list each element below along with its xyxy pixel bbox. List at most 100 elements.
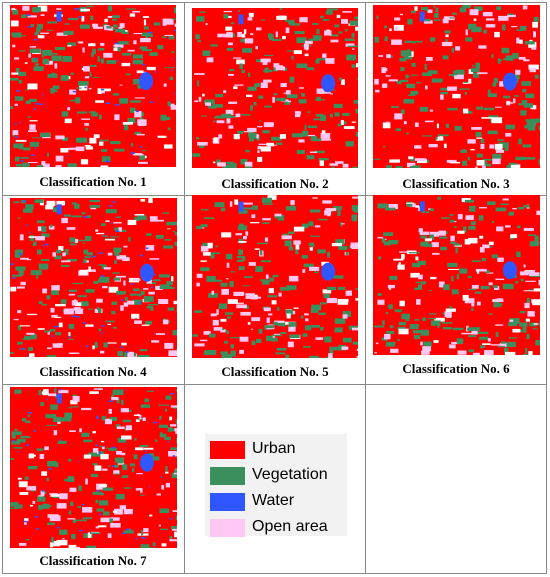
land-patch	[41, 55, 44, 58]
land-patch	[162, 18, 172, 22]
land-patch	[417, 260, 426, 266]
land-patch	[195, 34, 200, 40]
land-patch	[135, 488, 143, 491]
land-patch	[447, 86, 457, 91]
land-patch	[208, 105, 217, 109]
water-patch	[172, 455, 176, 457]
land-patch	[212, 161, 216, 164]
land-patch	[138, 354, 149, 357]
land-patch	[199, 11, 206, 13]
land-patch	[220, 282, 228, 287]
land-patch	[197, 40, 202, 43]
land-patch	[421, 7, 429, 11]
land-patch	[88, 87, 92, 90]
land-patch	[158, 524, 161, 527]
water-patch	[83, 322, 87, 324]
water-patch	[114, 104, 120, 106]
land-patch	[99, 350, 105, 354]
land-patch	[78, 485, 82, 491]
land-patch	[132, 10, 140, 13]
land-patch	[43, 491, 47, 495]
water-patch	[68, 335, 71, 338]
land-patch	[139, 46, 148, 50]
land-patch	[67, 518, 76, 520]
land-patch	[20, 435, 31, 439]
land-patch	[405, 132, 409, 135]
land-patch	[330, 39, 339, 43]
land-patch	[41, 259, 50, 261]
land-patch	[19, 492, 29, 495]
land-patch	[32, 500, 36, 504]
land-patch	[84, 76, 90, 79]
land-patch	[352, 48, 355, 50]
land-patch	[39, 454, 45, 459]
land-patch	[127, 219, 137, 225]
land-patch	[523, 204, 530, 208]
land-patch	[476, 153, 483, 158]
land-patch	[135, 419, 140, 422]
land-patch	[355, 63, 358, 68]
land-patch	[341, 346, 349, 350]
land-patch	[230, 350, 236, 357]
land-patch	[314, 225, 321, 228]
land-patch	[412, 41, 416, 44]
land-patch	[518, 138, 522, 145]
land-patch	[476, 269, 480, 274]
land-patch	[449, 306, 453, 309]
land-patch	[37, 5, 48, 12]
panel-caption: Classification No. 4	[39, 364, 147, 379]
land-patch	[315, 113, 324, 117]
land-patch	[512, 208, 517, 210]
land-patch	[46, 200, 56, 206]
land-patch	[92, 23, 99, 28]
land-patch	[338, 245, 348, 250]
land-patch	[494, 286, 500, 290]
cell-border	[3, 384, 546, 385]
land-patch	[433, 340, 439, 343]
land-patch	[140, 494, 145, 496]
land-patch	[50, 404, 58, 410]
land-patch	[133, 33, 142, 35]
water-patch	[130, 152, 136, 154]
land-patch	[239, 63, 243, 69]
land-patch	[225, 116, 236, 119]
land-patch	[63, 30, 74, 35]
land-patch	[169, 287, 175, 289]
land-patch	[10, 78, 19, 81]
land-patch	[468, 288, 477, 291]
land-patch	[198, 96, 202, 102]
water-patch	[59, 439, 62, 441]
land-patch	[256, 59, 264, 63]
land-patch	[91, 112, 98, 117]
land-patch	[356, 78, 358, 80]
land-patch	[71, 215, 82, 218]
land-patch	[479, 247, 485, 253]
land-patch	[526, 318, 530, 322]
land-patch	[538, 159, 540, 165]
land-patch	[410, 90, 419, 95]
land-patch	[163, 245, 174, 249]
land-patch	[82, 507, 93, 513]
land-patch	[465, 215, 474, 220]
land-patch	[289, 76, 295, 83]
water-patch	[160, 476, 163, 478]
land-patch	[403, 121, 407, 125]
land-patch	[386, 331, 395, 334]
land-patch	[88, 266, 91, 272]
land-patch	[256, 27, 262, 31]
land-patch	[257, 242, 268, 245]
land-patch	[442, 18, 449, 24]
land-patch	[383, 232, 394, 236]
land-patch	[433, 5, 436, 8]
water-patch	[101, 332, 104, 334]
land-patch	[20, 257, 29, 260]
land-patch	[226, 262, 230, 268]
land-patch	[396, 81, 401, 84]
land-patch	[344, 121, 347, 125]
land-patch	[133, 454, 138, 460]
water-patch	[57, 526, 60, 529]
land-patch	[260, 146, 271, 152]
land-patch	[309, 266, 320, 271]
water-patch	[58, 389, 61, 391]
land-patch	[334, 112, 340, 117]
